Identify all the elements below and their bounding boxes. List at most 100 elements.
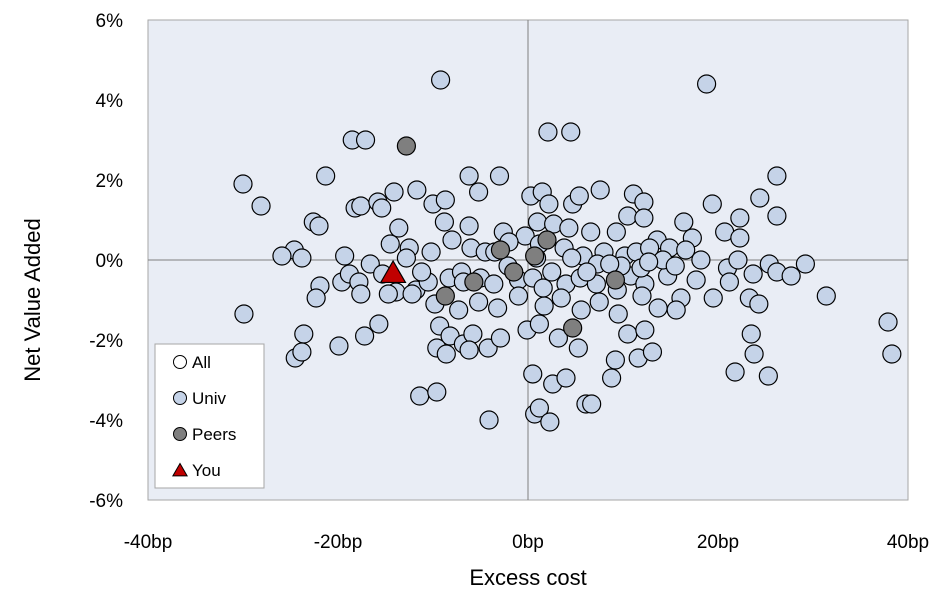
point-univ bbox=[634, 192, 654, 212]
point-univ bbox=[434, 212, 454, 232]
point-univ bbox=[489, 166, 510, 186]
legend-label-you: You bbox=[192, 461, 221, 480]
point-univ bbox=[292, 342, 312, 362]
point-univ bbox=[292, 248, 312, 268]
point-univ bbox=[529, 314, 550, 334]
legend-marker-peers bbox=[173, 427, 187, 441]
point-univ bbox=[590, 180, 610, 200]
point-univ bbox=[703, 288, 723, 308]
point-univ bbox=[508, 286, 529, 306]
point-univ bbox=[234, 304, 254, 324]
point-univ bbox=[569, 186, 589, 206]
point-univ bbox=[767, 206, 787, 226]
legend-marker-univ bbox=[173, 391, 187, 405]
point-univ bbox=[730, 208, 750, 228]
point-univ bbox=[463, 324, 483, 344]
point-univ bbox=[402, 284, 422, 304]
point-univ bbox=[608, 304, 628, 324]
point-univ bbox=[741, 324, 761, 344]
point-univ bbox=[728, 250, 748, 270]
point-univ bbox=[601, 368, 622, 388]
point-univ bbox=[488, 298, 508, 318]
point-univ bbox=[335, 246, 355, 266]
x-tick-label: 0bp bbox=[512, 532, 544, 553]
point-univ bbox=[407, 180, 427, 200]
point-univ bbox=[459, 166, 479, 186]
point-univ bbox=[389, 218, 409, 238]
point-univ bbox=[556, 368, 576, 388]
point-univ bbox=[725, 362, 745, 382]
point-peers bbox=[605, 270, 626, 290]
point-univ bbox=[635, 320, 655, 340]
legend-marker-all bbox=[173, 355, 187, 369]
point-univ bbox=[781, 266, 801, 286]
point-univ bbox=[469, 292, 489, 312]
x-tick-label: 40bp bbox=[887, 532, 929, 553]
point-univ bbox=[534, 296, 554, 316]
point-univ bbox=[396, 248, 416, 268]
point-univ bbox=[469, 182, 489, 202]
point-univ bbox=[427, 382, 447, 402]
point-univ bbox=[582, 394, 602, 414]
point-univ bbox=[666, 300, 686, 320]
point-univ bbox=[743, 264, 763, 284]
legend: All Univ Peers You bbox=[154, 343, 265, 489]
y-tick-label: 2% bbox=[96, 171, 124, 192]
legend-label-all: All bbox=[192, 353, 211, 372]
point-univ bbox=[816, 286, 836, 306]
x-tick-label: -40bp bbox=[124, 532, 173, 553]
data-points bbox=[233, 70, 902, 432]
y-axis-tick-labels: 6% 4% 2% 0% -2% -4% -6% bbox=[89, 11, 123, 512]
point-peers bbox=[435, 286, 455, 306]
point-univ bbox=[369, 314, 389, 334]
point-univ bbox=[618, 206, 638, 226]
point-univ bbox=[767, 166, 787, 186]
point-univ bbox=[306, 288, 326, 308]
point-univ bbox=[355, 130, 376, 150]
point-univ bbox=[380, 234, 400, 254]
point-univ bbox=[878, 312, 898, 332]
point-univ bbox=[618, 324, 638, 344]
point-univ bbox=[484, 274, 504, 294]
point-univ bbox=[378, 284, 398, 304]
point-univ bbox=[642, 342, 663, 362]
legend-marker-you bbox=[172, 462, 188, 477]
point-univ bbox=[436, 344, 456, 364]
point-univ bbox=[686, 270, 706, 290]
point-univ bbox=[571, 300, 591, 320]
point-univ bbox=[589, 292, 609, 312]
point-univ bbox=[676, 240, 696, 260]
point-univ bbox=[251, 196, 271, 216]
y-tick-label: -6% bbox=[89, 491, 123, 512]
point-univ bbox=[533, 278, 553, 298]
point-univ bbox=[648, 298, 668, 318]
point-univ bbox=[758, 366, 778, 386]
point-univ bbox=[795, 254, 816, 274]
point-univ bbox=[435, 190, 455, 210]
point-univ bbox=[744, 344, 764, 364]
point-univ bbox=[605, 350, 626, 370]
point-univ bbox=[568, 338, 588, 358]
x-axis-tick-labels: -40bp -20bp 0bp 20bp 40bp bbox=[124, 532, 929, 553]
point-univ bbox=[421, 242, 441, 262]
point-peers bbox=[563, 318, 583, 338]
legend-box bbox=[154, 343, 265, 489]
point-univ bbox=[351, 284, 371, 304]
x-axis-title: Excess cost bbox=[469, 565, 586, 590]
point-univ bbox=[665, 256, 685, 276]
point-univ bbox=[606, 222, 626, 242]
point-peers bbox=[537, 230, 557, 250]
point-univ bbox=[449, 300, 469, 320]
point-univ bbox=[316, 166, 336, 186]
point-univ bbox=[634, 208, 654, 228]
point-univ bbox=[538, 122, 558, 142]
point-univ bbox=[412, 262, 432, 282]
legend-label-univ: Univ bbox=[192, 389, 227, 408]
point-univ bbox=[749, 294, 769, 314]
point-univ bbox=[674, 212, 694, 232]
y-tick-label: 4% bbox=[96, 91, 124, 112]
point-peers bbox=[396, 136, 416, 156]
point-you bbox=[379, 259, 407, 284]
point-peers bbox=[525, 246, 545, 266]
